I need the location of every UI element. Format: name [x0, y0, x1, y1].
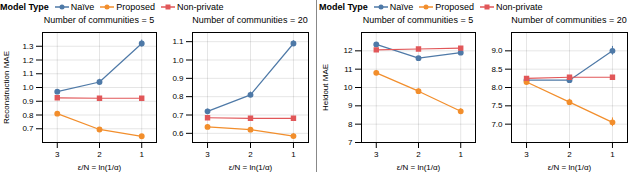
svg-text:1: 1: [139, 150, 144, 159]
svg-text:9: 9: [348, 101, 353, 110]
html-text:Number of communities = 5: Number of communities = 5: [43, 15, 155, 25]
html-text:Number of communities = 5: Number of communities = 5: [362, 15, 474, 25]
html-text:Naïve: Naïve: [389, 2, 414, 12]
svg-text:3: 3: [55, 150, 60, 159]
svg-text:Reconstruction MAE: Reconstruction MAE: [2, 51, 11, 124]
svg-text:2: 2: [97, 150, 102, 159]
svg-text:10: 10: [344, 83, 353, 92]
svg-text:3: 3: [374, 150, 379, 159]
svg-text:3: 3: [205, 150, 210, 159]
svg-text:0.9: 0.9: [172, 74, 184, 83]
svg-text:0.8: 0.8: [172, 92, 184, 101]
svg-text:ε/N = ln(1/α): ε/N = ln(1/α): [78, 163, 122, 172]
html-text:Proposed: Proposed: [116, 2, 155, 12]
svg-text:2: 2: [248, 150, 253, 159]
svg-text:0.8: 0.8: [22, 111, 34, 120]
svg-text:2: 2: [567, 150, 572, 159]
svg-text:9.0: 9.0: [491, 46, 503, 55]
svg-text:0.6: 0.6: [172, 129, 184, 138]
svg-text:2: 2: [416, 150, 421, 159]
svg-text:Heldout MAE: Heldout MAE: [321, 64, 330, 111]
html-text:Model Type: Model Type: [0, 2, 49, 12]
svg-text:11: 11: [344, 65, 353, 74]
svg-text:7.5: 7.5: [491, 101, 503, 110]
svg-text:ε/N = ln(1/α): ε/N = ln(1/α): [548, 163, 592, 172]
svg-text:3: 3: [524, 150, 529, 159]
svg-text:1.0: 1.0: [172, 56, 184, 65]
svg-text:1.3: 1.3: [22, 42, 34, 51]
html-text:Number of communities = 20: Number of communities = 20: [511, 15, 627, 25]
html-text:Proposed: Proposed: [435, 2, 474, 12]
svg-text:1.1: 1.1: [22, 69, 34, 78]
svg-text:ε/N = ln(1/α): ε/N = ln(1/α): [397, 163, 441, 172]
svg-text:8.0: 8.0: [491, 83, 503, 92]
svg-text:1: 1: [610, 150, 615, 159]
svg-text:0.9: 0.9: [22, 97, 34, 106]
html-text:Naïve: Naïve: [70, 2, 95, 12]
svg-text:7.0: 7.0: [491, 120, 503, 129]
svg-text:12: 12: [344, 46, 353, 55]
svg-text:ε/N = ln(1/α): ε/N = ln(1/α): [229, 163, 273, 172]
svg-text:8.5: 8.5: [491, 65, 503, 74]
svg-text:1.2: 1.2: [22, 56, 34, 65]
html-text:Non-private: Non-private: [176, 2, 224, 12]
svg-text:7: 7: [348, 138, 353, 147]
svg-text:0.7: 0.7: [22, 124, 34, 133]
svg-text:1: 1: [458, 150, 463, 159]
svg-text:0.7: 0.7: [172, 111, 184, 120]
html-text:Model Type: Model Type: [319, 2, 368, 12]
svg-text:1.1: 1.1: [172, 37, 184, 46]
html-text:Non-private: Non-private: [495, 2, 543, 12]
svg-text:1: 1: [291, 150, 296, 159]
html-text:Number of communities = 20: Number of communities = 20: [192, 15, 308, 25]
svg-text:8: 8: [348, 120, 353, 129]
svg-text:1.0: 1.0: [22, 83, 34, 92]
